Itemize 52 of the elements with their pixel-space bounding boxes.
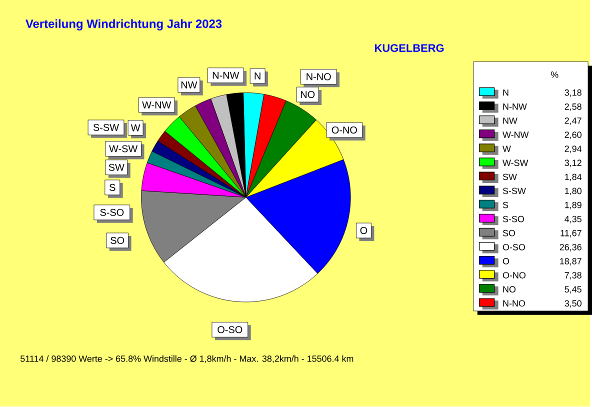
data-label: 18,87	[560, 258, 582, 266]
legend-label: NW	[503, 118, 518, 124]
data-label: 2,47	[564, 118, 582, 126]
data-label: 1,80	[565, 188, 582, 196]
data-label: 1,89	[565, 202, 582, 210]
data-label: 4,35	[564, 216, 582, 224]
legend-title: %	[550, 72, 558, 78]
category-label: S-SW	[93, 124, 119, 132]
data-label: 26,36	[560, 244, 582, 252]
slice-label: SO	[110, 237, 124, 244]
data-label: 1,84	[565, 174, 582, 182]
legend-label: W-NW	[502, 132, 529, 138]
text: 51114 / 98390 Werte -> 65.8% Windstille - Ø 1,8km/h - Max. 38,2km/h - 15506.4 km	[20, 355, 354, 364]
data-label: 7,38	[564, 272, 582, 280]
legend-label: O-NO	[502, 272, 526, 279]
chart-title: Verteilung Windrichtung Jahr 2023	[26, 19, 222, 31]
legend-label: W	[502, 146, 511, 152]
slice-label: N	[254, 72, 260, 80]
chart-subtitle: KUGELBERG	[375, 44, 444, 52]
data-label: 2,58	[564, 104, 582, 112]
legend-label: S	[502, 202, 508, 208]
legend-label: S-SO	[502, 216, 524, 222]
data-label: 3,12	[564, 160, 582, 168]
slice-label: O	[360, 227, 368, 234]
legend-label: N-NO	[503, 300, 525, 307]
slice-label: O-NO	[332, 126, 357, 134]
slice-label: NO	[300, 91, 315, 98]
category-label: S	[110, 184, 116, 192]
legend-label: O-SO	[502, 244, 526, 251]
data-label: 2,94	[564, 146, 582, 154]
slice-label: N-NW	[212, 72, 240, 79]
category-label: W-NW	[142, 102, 172, 109]
legend-label: O	[502, 258, 510, 265]
slice-label: NW	[181, 82, 198, 89]
legend-label: SW	[502, 174, 517, 180]
data-label: 3,18	[564, 90, 582, 98]
data-label: 11,67	[560, 230, 582, 238]
data-label: 3,50	[564, 300, 582, 308]
legend-label: N-NW	[503, 104, 527, 110]
category-label: N-NO	[306, 73, 331, 80]
legend-label: SO	[502, 230, 516, 236]
legend-label: NO	[503, 286, 516, 293]
data-label: 2,60	[564, 132, 582, 140]
slice-label: O-SO	[218, 326, 242, 334]
data-label: 5,45	[564, 286, 582, 294]
category-label: W-SW	[109, 145, 138, 152]
category-label: S-SO	[100, 209, 124, 216]
legend-label: N	[503, 90, 508, 96]
category-label: SW	[108, 164, 124, 172]
legend-label: S-SW	[502, 188, 526, 194]
legend-label: W-SW	[502, 160, 528, 166]
category-label: W	[130, 124, 140, 132]
